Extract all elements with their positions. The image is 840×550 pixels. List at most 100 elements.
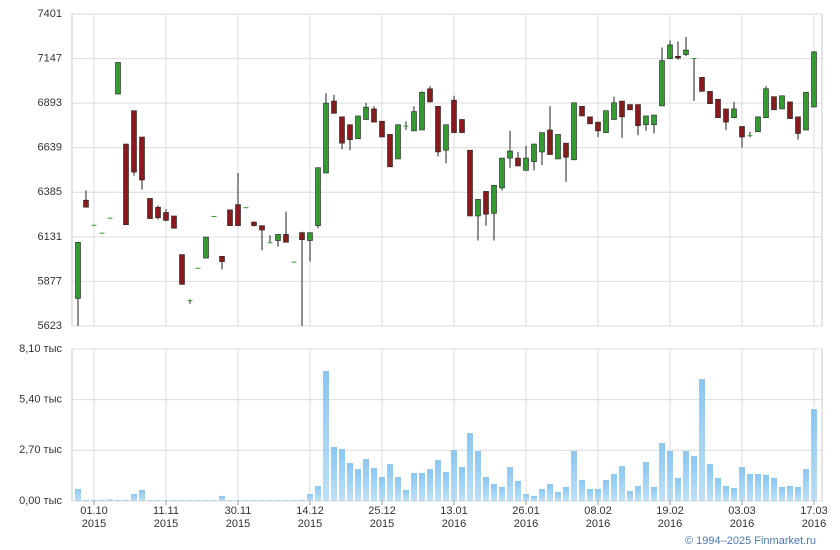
candle-body	[203, 236, 209, 259]
candle-body	[723, 108, 729, 123]
candle-body	[467, 149, 473, 217]
volume-bar	[355, 469, 361, 501]
candle-body	[747, 135, 753, 137]
candle-body	[499, 157, 505, 189]
candle-body	[459, 119, 465, 133]
candle-body	[595, 121, 601, 132]
y-tick-label: 0,00 тыс	[19, 495, 62, 507]
candle-body	[339, 116, 345, 144]
volume-bar	[459, 467, 465, 501]
x-tick-label-line: 19.02	[656, 505, 684, 517]
x-tick-label: 03.03 2016	[728, 505, 756, 530]
volume-bar	[91, 500, 97, 501]
volume-bar	[811, 409, 817, 501]
x-tick-label: 25.12 2015	[368, 505, 396, 530]
candle-body	[603, 110, 609, 133]
x-tick-label-line: 2016	[442, 518, 466, 530]
candle-body	[787, 101, 793, 119]
candle-body	[171, 215, 177, 229]
volume-bar	[107, 499, 113, 501]
candle-body	[651, 114, 657, 126]
candle-body	[619, 100, 625, 118]
candle-body	[659, 60, 665, 107]
candle-body	[691, 58, 697, 60]
volume-bar	[715, 477, 721, 501]
candle-body	[235, 204, 241, 226]
y-tick-label: 6385	[38, 186, 62, 198]
candle-body	[675, 55, 681, 59]
volume-bar	[331, 446, 337, 501]
volume-bar	[627, 491, 633, 501]
candle-body	[523, 157, 529, 171]
volume-bar	[499, 486, 505, 501]
candle-body	[211, 215, 217, 217]
candle-body	[811, 51, 817, 108]
volume-bar	[467, 433, 473, 501]
volume-bar	[267, 500, 273, 501]
volume-bar	[683, 451, 689, 501]
volume-bar	[483, 476, 489, 501]
volume-bar	[603, 479, 609, 501]
candle-body	[699, 77, 705, 92]
volume-bar	[779, 486, 785, 501]
volume-bar	[147, 500, 153, 501]
volume-bar	[443, 471, 449, 501]
volume-bar	[243, 500, 249, 501]
volume-bar	[363, 458, 369, 501]
candle-body	[123, 143, 129, 226]
candle-body	[315, 167, 321, 226]
volume-bar	[339, 449, 345, 501]
x-tick-label-line: 25.12	[368, 505, 396, 517]
y-tick-label: 2,70 тыс	[19, 444, 62, 456]
candle-body	[187, 300, 193, 302]
candle-body	[267, 242, 273, 244]
y-tick-label: 8,10 тыс	[19, 343, 62, 355]
x-tick-label: 14.12 2015	[296, 505, 324, 530]
candle-body	[379, 120, 385, 138]
candle-body	[419, 91, 425, 131]
volume-bar	[523, 494, 529, 501]
candle-body	[507, 150, 513, 159]
candle-body	[411, 111, 417, 132]
candle-body	[275, 234, 281, 241]
candle-body	[515, 157, 521, 167]
x-tick-label-line: 2016	[802, 518, 826, 530]
candle-body	[179, 254, 185, 285]
candle-body	[579, 106, 585, 117]
x-tick-label-line: 13.01	[440, 505, 468, 517]
volume-bar	[155, 500, 161, 501]
candle-body	[435, 106, 441, 153]
candle-body	[643, 115, 649, 126]
candle-body	[795, 116, 801, 134]
volume-bar	[507, 467, 513, 501]
x-tick-label-line: 14.12	[296, 505, 324, 517]
candle-body	[771, 96, 777, 111]
volume-bar	[699, 379, 705, 501]
candle-body	[347, 124, 353, 140]
volume-bar	[747, 473, 753, 501]
volume-bar	[171, 500, 177, 501]
candle-body	[611, 102, 617, 120]
candle-body	[547, 129, 553, 155]
volume-bar	[723, 485, 729, 501]
x-tick-label: 17.03 2016	[800, 505, 828, 530]
x-tick-label: 26.01 2016	[512, 505, 540, 530]
candle-body	[395, 124, 401, 160]
volume-bar	[787, 485, 793, 501]
x-tick-label-line: 2015	[82, 518, 106, 530]
volume-bar	[323, 370, 329, 501]
volume-bar	[491, 483, 497, 501]
volume-bar	[651, 486, 657, 501]
candle-body	[195, 267, 201, 269]
candle-body	[363, 106, 369, 120]
x-tick-label-line: 2015	[298, 518, 322, 530]
candle-body	[299, 232, 305, 240]
candle-body	[107, 217, 113, 219]
volume-bar	[771, 477, 777, 501]
volume-bar	[187, 500, 193, 501]
volume-bar	[275, 500, 281, 501]
x-tick-label: 01.10 2015	[80, 505, 108, 530]
y-tick-label: 5623	[38, 320, 62, 332]
volume-bar	[371, 467, 377, 501]
candle-body	[683, 49, 689, 55]
